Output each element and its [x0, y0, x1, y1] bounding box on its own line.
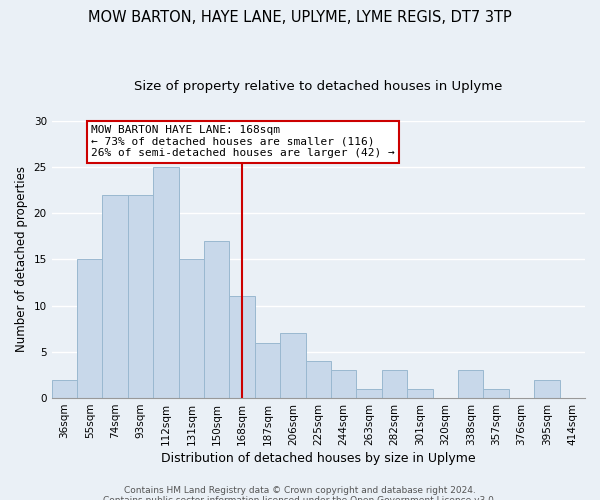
Bar: [204, 241, 229, 398]
Bar: [229, 296, 255, 398]
Text: Contains public sector information licensed under the Open Government Licence v3: Contains public sector information licen…: [103, 496, 497, 500]
Bar: [331, 370, 356, 398]
Bar: [280, 334, 305, 398]
Bar: [77, 260, 103, 398]
Bar: [103, 194, 128, 398]
Bar: [534, 380, 560, 398]
Text: MOW BARTON HAYE LANE: 168sqm
← 73% of detached houses are smaller (116)
26% of s: MOW BARTON HAYE LANE: 168sqm ← 73% of de…: [91, 125, 395, 158]
Text: Contains HM Land Registry data © Crown copyright and database right 2024.: Contains HM Land Registry data © Crown c…: [124, 486, 476, 495]
Bar: [407, 389, 433, 398]
Bar: [484, 389, 509, 398]
Text: MOW BARTON, HAYE LANE, UPLYME, LYME REGIS, DT7 3TP: MOW BARTON, HAYE LANE, UPLYME, LYME REGI…: [88, 10, 512, 25]
Bar: [382, 370, 407, 398]
Bar: [128, 194, 153, 398]
Bar: [52, 380, 77, 398]
Bar: [255, 342, 280, 398]
Bar: [305, 361, 331, 398]
Bar: [356, 389, 382, 398]
Y-axis label: Number of detached properties: Number of detached properties: [15, 166, 28, 352]
X-axis label: Distribution of detached houses by size in Uplyme: Distribution of detached houses by size …: [161, 452, 476, 465]
Title: Size of property relative to detached houses in Uplyme: Size of property relative to detached ho…: [134, 80, 503, 93]
Bar: [153, 167, 179, 398]
Bar: [458, 370, 484, 398]
Bar: [179, 260, 204, 398]
